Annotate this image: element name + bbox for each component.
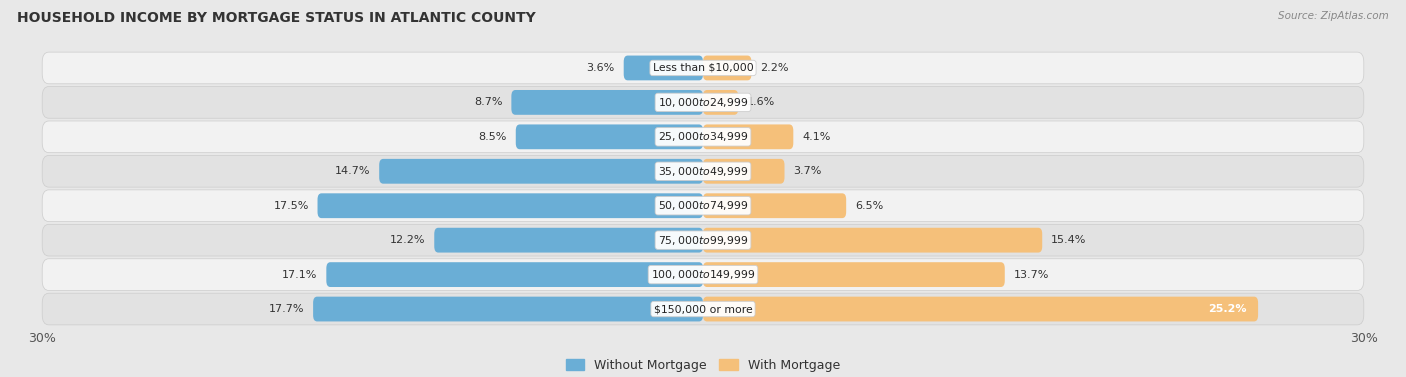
Text: 25.2%: 25.2%	[1209, 304, 1247, 314]
FancyBboxPatch shape	[624, 55, 703, 80]
Text: $100,000 to $149,999: $100,000 to $149,999	[651, 268, 755, 281]
FancyBboxPatch shape	[326, 262, 703, 287]
Text: 14.7%: 14.7%	[335, 166, 370, 176]
FancyBboxPatch shape	[516, 124, 703, 149]
Text: 13.7%: 13.7%	[1014, 270, 1049, 280]
Text: Source: ZipAtlas.com: Source: ZipAtlas.com	[1278, 11, 1389, 21]
Text: 8.7%: 8.7%	[474, 97, 502, 107]
Text: HOUSEHOLD INCOME BY MORTGAGE STATUS IN ATLANTIC COUNTY: HOUSEHOLD INCOME BY MORTGAGE STATUS IN A…	[17, 11, 536, 25]
Text: 8.5%: 8.5%	[478, 132, 508, 142]
FancyBboxPatch shape	[703, 262, 1005, 287]
FancyBboxPatch shape	[42, 293, 1364, 325]
Text: $35,000 to $49,999: $35,000 to $49,999	[658, 165, 748, 178]
Text: 15.4%: 15.4%	[1052, 235, 1087, 245]
FancyBboxPatch shape	[42, 155, 1364, 187]
FancyBboxPatch shape	[703, 297, 1258, 322]
Text: 4.1%: 4.1%	[801, 132, 831, 142]
FancyBboxPatch shape	[703, 228, 1042, 253]
Text: Less than $10,000: Less than $10,000	[652, 63, 754, 73]
FancyBboxPatch shape	[42, 224, 1364, 256]
Text: 17.7%: 17.7%	[269, 304, 304, 314]
Text: 17.5%: 17.5%	[273, 201, 309, 211]
Text: $150,000 or more: $150,000 or more	[654, 304, 752, 314]
FancyBboxPatch shape	[434, 228, 703, 253]
FancyBboxPatch shape	[380, 159, 703, 184]
FancyBboxPatch shape	[703, 193, 846, 218]
Legend: Without Mortgage, With Mortgage: Without Mortgage, With Mortgage	[565, 359, 841, 372]
FancyBboxPatch shape	[42, 190, 1364, 222]
Text: 1.6%: 1.6%	[747, 97, 775, 107]
Text: 17.1%: 17.1%	[283, 270, 318, 280]
FancyBboxPatch shape	[703, 90, 738, 115]
Text: 3.7%: 3.7%	[793, 166, 821, 176]
FancyBboxPatch shape	[703, 124, 793, 149]
Text: $10,000 to $24,999: $10,000 to $24,999	[658, 96, 748, 109]
FancyBboxPatch shape	[703, 159, 785, 184]
FancyBboxPatch shape	[318, 193, 703, 218]
FancyBboxPatch shape	[512, 90, 703, 115]
FancyBboxPatch shape	[703, 55, 751, 80]
FancyBboxPatch shape	[42, 121, 1364, 153]
Text: 12.2%: 12.2%	[389, 235, 426, 245]
Text: $75,000 to $99,999: $75,000 to $99,999	[658, 234, 748, 247]
Text: 3.6%: 3.6%	[586, 63, 614, 73]
Text: 2.2%: 2.2%	[761, 63, 789, 73]
Text: 6.5%: 6.5%	[855, 201, 883, 211]
FancyBboxPatch shape	[314, 297, 703, 322]
FancyBboxPatch shape	[42, 52, 1364, 84]
FancyBboxPatch shape	[42, 87, 1364, 118]
FancyBboxPatch shape	[42, 259, 1364, 290]
Text: $50,000 to $74,999: $50,000 to $74,999	[658, 199, 748, 212]
Text: $25,000 to $34,999: $25,000 to $34,999	[658, 130, 748, 143]
